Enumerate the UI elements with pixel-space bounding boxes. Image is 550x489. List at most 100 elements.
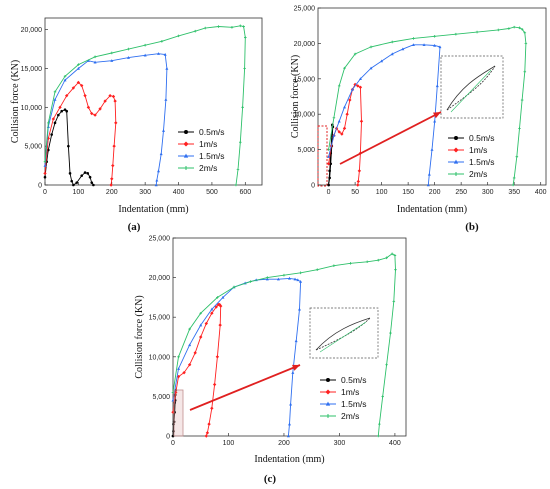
data-point xyxy=(60,109,63,113)
legend-marker xyxy=(454,172,458,176)
data-point xyxy=(83,93,87,98)
data-point xyxy=(515,155,519,158)
data-point xyxy=(523,31,527,35)
data-point xyxy=(193,29,197,33)
data-point xyxy=(63,108,67,111)
data-point xyxy=(210,406,214,410)
data-point xyxy=(266,276,269,279)
highlight-region xyxy=(173,389,184,437)
panel-label: (c) xyxy=(264,473,277,485)
data-point xyxy=(332,133,336,137)
data-point xyxy=(43,171,47,176)
data-point xyxy=(177,34,180,38)
chart-panel-b: 0 50 100 150 200 250 300 350 400 0 5,000 10,000 15,0… xyxy=(290,6,547,234)
data-point xyxy=(103,99,107,103)
legend-label: 0.5m/s xyxy=(199,127,225,137)
data-point xyxy=(293,277,297,281)
data-point xyxy=(343,105,347,109)
data-point xyxy=(126,56,130,59)
data-point xyxy=(265,277,269,281)
data-point xyxy=(219,304,223,308)
data-point xyxy=(182,370,186,375)
data-point xyxy=(72,183,75,187)
data-point xyxy=(57,113,60,117)
x-tick-label: 200 xyxy=(278,440,290,447)
plot-frame xyxy=(317,7,547,186)
plot-frame xyxy=(172,237,407,437)
data-point xyxy=(426,183,430,187)
data-point xyxy=(520,27,524,31)
data-point xyxy=(109,183,113,187)
data-point xyxy=(216,296,219,299)
data-point xyxy=(297,307,301,311)
x-tick-label: 0 xyxy=(327,189,331,196)
data-point xyxy=(199,311,203,315)
data-point xyxy=(212,382,217,387)
x-tick-label: 250 xyxy=(455,189,467,196)
data-point xyxy=(507,27,511,30)
legend-label: 2m/s xyxy=(341,411,359,421)
data-point xyxy=(315,268,319,271)
data-point xyxy=(376,258,380,262)
x-tick-label: 0 xyxy=(171,440,175,447)
data-point xyxy=(112,144,116,148)
data-point xyxy=(193,351,197,355)
data-point xyxy=(80,174,84,177)
y-tick-label: 0 xyxy=(166,434,170,441)
data-point xyxy=(160,40,164,43)
data-point xyxy=(98,107,102,111)
series-line-2ms xyxy=(44,25,246,186)
data-point xyxy=(523,70,527,74)
panel-label: (a) xyxy=(128,221,141,233)
data-point xyxy=(70,179,74,183)
data-point xyxy=(282,273,286,277)
data-point xyxy=(475,30,479,34)
legend-marker xyxy=(183,153,189,158)
data-point xyxy=(289,402,293,406)
data-point xyxy=(157,52,161,55)
data-point xyxy=(326,162,331,166)
data-point xyxy=(422,43,426,47)
data-point xyxy=(276,277,280,281)
data-point xyxy=(217,25,220,28)
legend-marker xyxy=(325,389,331,395)
legend-marker xyxy=(325,401,331,406)
data-point xyxy=(244,36,247,39)
arrow-shaft xyxy=(189,364,301,411)
data-point xyxy=(390,252,394,256)
data-point xyxy=(47,121,50,125)
legend: 0.5m/s 1m/s 1.5m/s 2m/s xyxy=(448,133,495,179)
x-tick-label: 100 xyxy=(223,440,235,447)
data-point xyxy=(356,84,360,88)
data-point xyxy=(199,335,203,339)
legend-marker xyxy=(183,141,189,147)
y-tick-label: 15,000 xyxy=(21,66,43,73)
data-point xyxy=(110,177,114,181)
data-point xyxy=(433,43,437,47)
data-point xyxy=(327,148,330,151)
legend-label: 0.5m/s xyxy=(469,133,495,143)
y-tick-label: 25,000 xyxy=(294,6,316,13)
data-point xyxy=(108,93,112,98)
data-point xyxy=(65,93,69,98)
data-point xyxy=(358,85,363,89)
data-point xyxy=(328,176,331,180)
inset-frame xyxy=(440,55,504,119)
data-point xyxy=(369,45,373,49)
data-point xyxy=(110,59,114,62)
data-point xyxy=(204,321,208,326)
legend-marker xyxy=(326,414,330,418)
data-point xyxy=(394,268,397,271)
y-axis-label: Collision force (KN) xyxy=(10,60,21,143)
data-point xyxy=(288,276,291,280)
zoom-inset xyxy=(440,55,504,119)
data-point xyxy=(299,271,302,275)
legend-label: 1m/s xyxy=(341,387,359,397)
y-tick-label: 0 xyxy=(311,183,315,190)
y-tick-label: 20,000 xyxy=(149,275,171,282)
data-point xyxy=(438,45,442,49)
data-point xyxy=(88,175,92,179)
data-point xyxy=(215,355,220,359)
data-point xyxy=(50,133,53,136)
data-point xyxy=(342,126,347,131)
